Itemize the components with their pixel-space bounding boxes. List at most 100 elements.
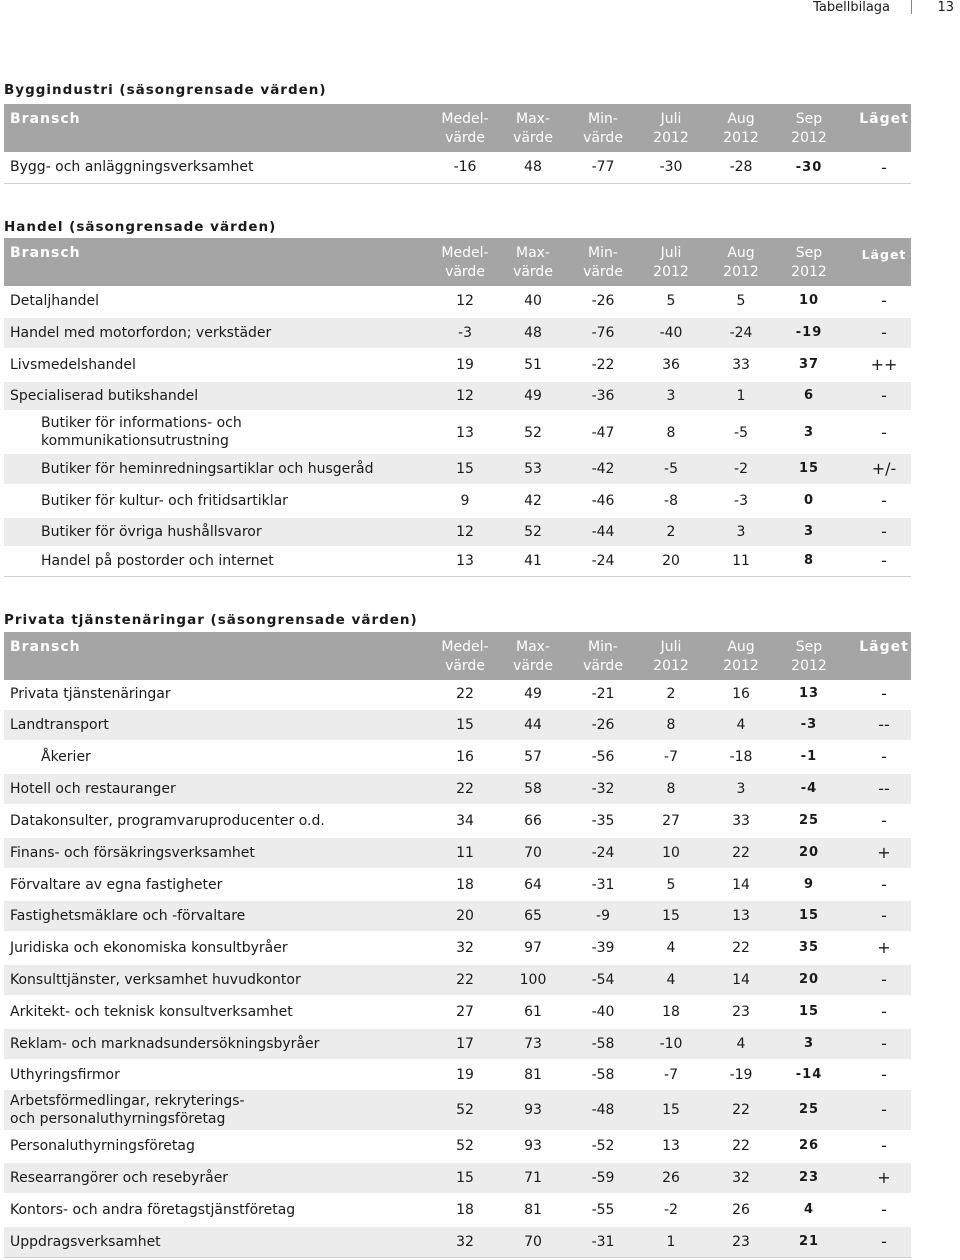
cell-aug: 23	[732, 1004, 750, 1020]
cell-sep: 25	[798, 1102, 820, 1117]
row-label: Åkerier	[41, 749, 91, 765]
row-label: Kontors- och andra företagstjänstföretag	[10, 1202, 296, 1218]
cell-juli: 3	[666, 388, 676, 404]
cell-laget: ++	[870, 355, 898, 374]
row-label: Butiker för övriga hushållsvaror	[41, 524, 262, 540]
cell-min: -26	[591, 717, 615, 733]
row-label: Detaljhandel	[10, 293, 99, 309]
row-label: Personaluthyrningsföretag	[10, 1138, 195, 1154]
row-label: Livsmedelshandel	[10, 357, 136, 373]
cell-laget: +	[877, 938, 891, 957]
cell-medel: 19	[456, 1067, 474, 1083]
column-header-line: värde	[513, 264, 553, 280]
cell-aug: 33	[732, 357, 750, 373]
cell-min: -58	[591, 1067, 615, 1083]
cell-max: 58	[524, 781, 542, 797]
table-header: Bransch Medel-värde Max-värde Min-värde Juli…	[4, 104, 911, 152]
row-label: Butiker för informations- och kommunikat…	[41, 415, 242, 449]
cell-juli: 15	[662, 908, 680, 924]
table-row: Butiker för övriga hushållsvaror 12 52 -44 2…	[4, 518, 911, 546]
cell-laget: -	[881, 1034, 887, 1053]
cell-medel: 13	[456, 425, 474, 441]
table-row: Livsmedelshandel 19 51 -22 36 33 37 ++	[4, 350, 911, 380]
cell-min: -52	[591, 1138, 615, 1154]
cell-medel: 17	[456, 1036, 474, 1052]
cell-juli: -7	[664, 1067, 678, 1083]
column-header-line: värde	[583, 130, 623, 146]
column-header-line: Sep	[795, 111, 823, 127]
cell-aug: 13	[732, 908, 750, 924]
row-label: Konsulttjänster, verksamhet huvudkontor	[10, 972, 301, 988]
column-header-medel: Medel-värde	[430, 244, 500, 282]
column-header-max: Max-värde	[497, 244, 569, 282]
table-row: Personaluthyrningsföretag 52 93 -52 13 22 26 -	[4, 1131, 911, 1161]
cell-min: -22	[591, 357, 615, 373]
cell-juli: 27	[662, 813, 680, 829]
cell-min: -47	[591, 425, 615, 441]
column-header-line: Medel-	[441, 111, 489, 127]
column-header-line: värde	[445, 264, 485, 280]
cell-aug: -5	[734, 425, 748, 441]
cell-sep: 21	[798, 1234, 820, 1249]
column-header-bransch: Bransch	[10, 639, 81, 655]
column-header-line: Max-	[516, 245, 550, 261]
cell-laget: -	[881, 970, 887, 989]
column-header-bransch: Bransch	[10, 111, 81, 127]
cell-min: -39	[591, 940, 615, 956]
cell-aug: 1	[736, 388, 746, 404]
cell-min: -48	[591, 1102, 615, 1118]
cell-max: 49	[524, 388, 542, 404]
row-label: Uppdragsverksamhet	[10, 1234, 161, 1250]
row-label: Arkitekt- och teknisk konsultverksamhet	[10, 1004, 293, 1020]
cell-sep: 3	[803, 524, 815, 539]
cell-max: 71	[524, 1170, 542, 1186]
cell-max: 97	[524, 940, 542, 956]
cell-laget: -	[881, 1136, 887, 1155]
cell-laget: -	[881, 323, 887, 342]
cell-juli: 4	[666, 940, 676, 956]
column-header-medel: Medel-värde	[430, 110, 500, 148]
cell-max: 100	[519, 972, 547, 988]
column-header-line: 2012	[653, 658, 689, 674]
section-title: Byggindustri (säsongrensade värden)	[4, 82, 327, 98]
column-header-max: Max-värde	[497, 110, 569, 148]
cell-laget: -	[881, 423, 887, 442]
cell-juli: 5	[666, 877, 676, 893]
column-header-laget: Läget	[859, 639, 909, 655]
column-header-juli: Juli 2012	[635, 110, 707, 148]
cell-max: 49	[524, 686, 542, 702]
row-label: Bygg- och anläggningsverksamhet	[10, 159, 254, 175]
section-title: Handel (säsongrensade värden)	[4, 219, 277, 235]
column-header-line: 2012	[723, 130, 759, 146]
cell-medel: 20	[456, 908, 474, 924]
cell-medel: 52	[456, 1138, 474, 1154]
column-header-line: värde	[583, 658, 623, 674]
cell-medel: 11	[456, 845, 474, 861]
table-row: Arbetsförmedlingar, rekryterings- och pe…	[4, 1090, 911, 1130]
cell-laget: -	[881, 491, 887, 510]
row-label: Landtransport	[10, 717, 109, 733]
cell-juli: -10	[659, 1036, 683, 1052]
cell-min: -44	[591, 524, 615, 540]
cell-juli: -7	[664, 749, 678, 765]
cell-medel: 22	[456, 781, 474, 797]
cell-sep: 37	[798, 357, 820, 372]
cell-min: -56	[591, 749, 615, 765]
cell-sep: 13	[798, 686, 820, 701]
cell-min: -77	[591, 159, 615, 175]
cell-sep: 10	[798, 293, 820, 308]
column-header-line: Sep	[795, 245, 823, 261]
cell-juli: 13	[662, 1138, 680, 1154]
cell-juli: 20	[662, 553, 680, 569]
cell-juli: 8	[666, 425, 676, 441]
cell-sep: -14	[795, 1067, 823, 1082]
cell-medel: 32	[456, 940, 474, 956]
section-title: Privata tjänstenäringar (säsongrensade v…	[4, 612, 418, 628]
cell-juli: -5	[664, 461, 678, 477]
cell-laget: -	[881, 1065, 887, 1084]
cell-max: 81	[524, 1067, 542, 1083]
row-label: Datakonsulter, programvaruproducenter o.…	[10, 813, 325, 829]
cell-laget: -	[881, 522, 887, 541]
cell-max: 81	[524, 1202, 542, 1218]
column-header-line: värde	[513, 658, 553, 674]
